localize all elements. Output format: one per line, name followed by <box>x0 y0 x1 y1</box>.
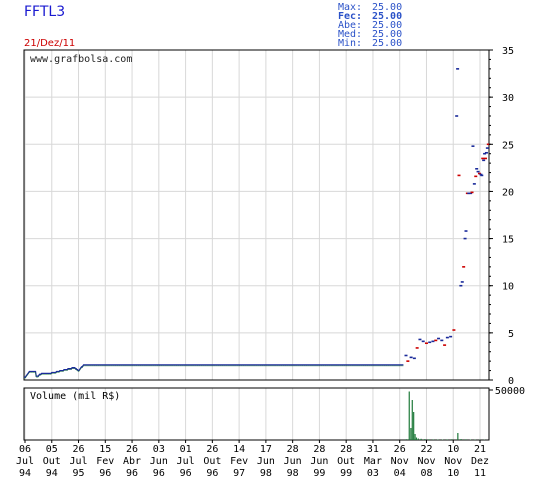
x-tick-label-mon: Fev <box>96 456 114 467</box>
x-tick-label-yr: 96 <box>206 468 218 479</box>
x-tick-label-mon: Fev <box>230 456 248 467</box>
x-tick-label-yr: 99 <box>313 468 325 479</box>
x-tick-label-yr: 10 <box>447 468 459 479</box>
x-tick-label-day: 28 <box>287 444 299 455</box>
x-tick-label-mon: Jun <box>284 456 302 467</box>
x-tick-label-mon: Nov <box>391 456 409 467</box>
x-tick-label-mon: Jun <box>310 456 328 467</box>
price-series <box>24 364 404 379</box>
price-markers <box>404 68 490 362</box>
x-tick-label-day: 05 <box>46 444 58 455</box>
y-tick-label: 30 <box>502 93 514 104</box>
ticker-symbol: FFTL3 <box>24 4 65 20</box>
x-tick-label-mon: Out <box>43 456 61 467</box>
x-tick-label-yr: 95 <box>73 468 85 479</box>
x-tick-label-yr: 96 <box>126 468 138 479</box>
x-tick-label-mon: Jun <box>257 456 275 467</box>
x-tick-label-mon: Jun <box>150 456 168 467</box>
x-tick-label-mon: Dez <box>471 456 489 467</box>
y-tick-label: 25 <box>502 140 514 151</box>
stat-label: Abe: <box>338 20 362 31</box>
x-tick-label-day: 10 <box>447 444 459 455</box>
volume-y-axis: 50000 <box>489 386 525 397</box>
y-tick-label: 10 <box>502 282 514 293</box>
y-tick-label: 20 <box>502 187 514 198</box>
x-tick-label-yr: 11 <box>474 468 486 479</box>
date-axis: 06Jul9405Out9426Jul9515Fev9626Abr9603Jun… <box>16 440 489 479</box>
x-tick-label-yr: 03 <box>367 468 379 479</box>
price-stats: Max: 25.00 Fec: 25.00 Abe: 25.00 Med: 25.00 Min:… <box>338 2 402 49</box>
y-tick-label: 0 <box>508 376 514 387</box>
x-tick-label-mon: Abr <box>123 456 141 467</box>
price-grid <box>24 49 489 381</box>
x-tick-label-mon: Jul <box>177 456 195 467</box>
x-tick-label-yr: 08 <box>420 468 432 479</box>
x-tick-label-yr: 98 <box>260 468 272 479</box>
price-panel-frame <box>23 49 490 381</box>
x-tick-label-yr: 94 <box>46 468 58 479</box>
stat-label: Fec: <box>338 11 362 22</box>
x-tick-label-yr: 04 <box>394 468 406 479</box>
x-tick-label-yr: 96 <box>180 468 192 479</box>
stat-value: 25.00 <box>372 2 402 13</box>
price-line-shadow <box>24 365 404 379</box>
x-tick-label-mon: Jul <box>16 456 34 467</box>
stat-value: 25.00 <box>372 29 402 40</box>
stat-label: Min: <box>338 38 362 49</box>
x-tick-label-yr: 94 <box>19 468 31 479</box>
y-tick-label: 5 <box>508 329 514 340</box>
x-tick-label-day: 22 <box>420 444 432 455</box>
vol-y-tick-label: 50000 <box>495 386 525 397</box>
x-tick-label-yr: 99 <box>340 468 352 479</box>
volume-grid <box>24 388 481 440</box>
stat-value: 25.00 <box>372 38 402 49</box>
x-tick-label-mon: Mar <box>364 456 382 467</box>
x-tick-label-day: 26 <box>126 444 138 455</box>
x-tick-label-mon: Jul <box>69 456 87 467</box>
volume-panel-frame <box>23 387 490 441</box>
x-tick-label-yr: 98 <box>287 468 299 479</box>
quote-date: 21/Dez/11 <box>24 38 75 49</box>
x-tick-label-mon: Out <box>203 456 221 467</box>
stat-value: 25.00 <box>372 20 402 31</box>
price-y-axis: 0 5 10 15 20 25 30 35 <box>489 46 514 387</box>
x-tick-label-yr: 96 <box>99 468 111 479</box>
x-tick-label-day: 21 <box>474 444 486 455</box>
price-line <box>24 364 404 378</box>
x-tick-label-day: 26 <box>73 444 85 455</box>
watermark: www.grafbolsa.com <box>30 54 132 65</box>
x-tick-label-day: 31 <box>367 444 379 455</box>
x-tick-label-day: 28 <box>313 444 325 455</box>
x-tick-label-day: 26 <box>394 444 406 455</box>
x-tick-label-yr: 96 <box>153 468 165 479</box>
x-tick-label-day: 17 <box>260 444 272 455</box>
volume-bars <box>405 391 485 440</box>
x-tick-label-mon: Nov <box>417 456 435 467</box>
stat-value: 25.00 <box>372 11 402 22</box>
volume-title: Volume (mil R$) <box>30 391 120 402</box>
x-tick-label-mon: Out <box>337 456 355 467</box>
stat-label: Max: <box>338 2 362 13</box>
stat-label: Med: <box>338 29 362 40</box>
x-tick-label-day: 14 <box>233 444 245 455</box>
x-tick-label-mon: Nov <box>444 456 462 467</box>
y-tick-label: 35 <box>502 46 514 57</box>
x-tick-label-day: 03 <box>153 444 165 455</box>
x-tick-label-day: 01 <box>180 444 192 455</box>
x-tick-label-yr: 97 <box>233 468 245 479</box>
x-tick-label-day: 28 <box>340 444 352 455</box>
x-tick-label-day: 06 <box>19 444 31 455</box>
x-tick-label-day: 26 <box>206 444 218 455</box>
x-tick-label-day: 15 <box>99 444 111 455</box>
y-tick-label: 15 <box>502 235 514 246</box>
